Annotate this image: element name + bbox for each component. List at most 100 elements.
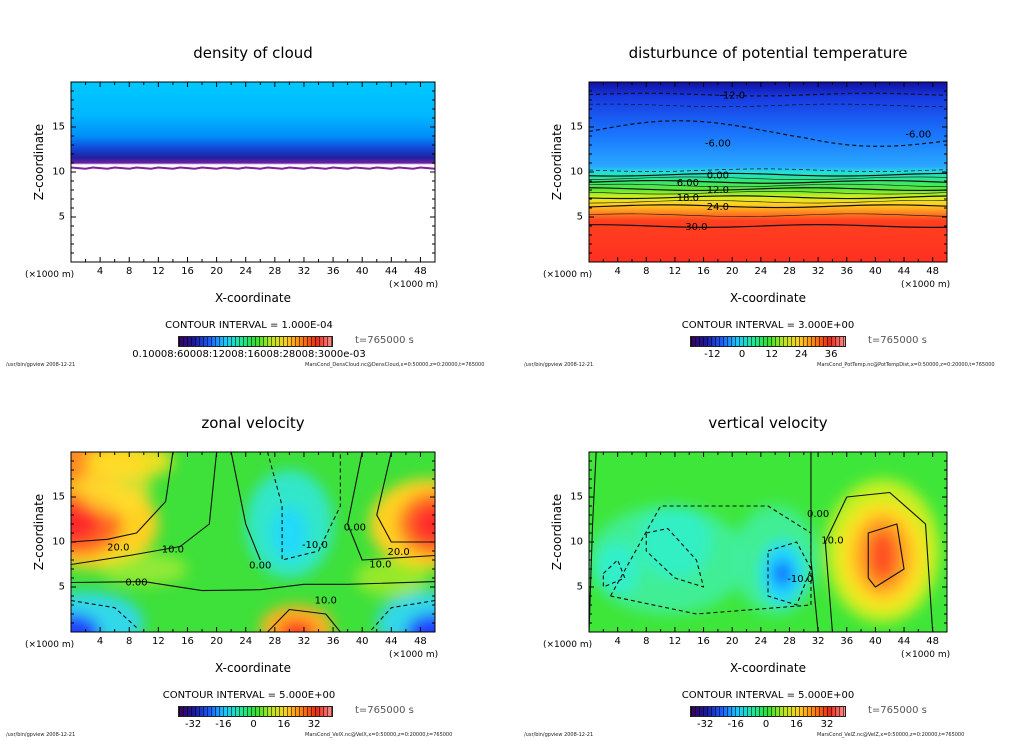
x-tick-label: 16 xyxy=(697,636,710,647)
contour-plot-area: 20.0 10.0 0.00 0.00 -10.0 0.00 20.0 10.0 10.0 xyxy=(70,451,436,633)
contour-label: 0.00 xyxy=(249,561,271,572)
field-feature xyxy=(260,605,334,632)
contour-line xyxy=(589,213,947,217)
field-feature xyxy=(354,560,428,596)
contour-label: 0.00 xyxy=(807,509,829,520)
x-tick-label: 12 xyxy=(668,266,682,277)
x-unit-label-right: (×1000 m) xyxy=(901,280,951,290)
contour-line xyxy=(589,120,947,147)
contour-line xyxy=(589,179,947,184)
z-tick-label: 15 xyxy=(52,491,65,503)
x-axis-label: X-coordinate xyxy=(215,661,291,675)
x-tick-label: 40 xyxy=(869,636,882,647)
x-axis-label: X-coordinate xyxy=(730,661,806,675)
colorbar-tick-label: 0.10008:60008:12008:16008:28008:3000e-03 xyxy=(132,349,366,360)
contour-line xyxy=(609,505,812,615)
x-unit-label: (×1000 m) xyxy=(543,640,593,650)
field-fill xyxy=(589,82,947,262)
contour-line xyxy=(767,541,812,606)
contour-line xyxy=(71,581,435,592)
footer-command: /usr/bin/gpview 2008-12-21 xyxy=(524,732,594,738)
chart-title: vertical velocity xyxy=(708,414,828,432)
z-tick-label: 15 xyxy=(570,491,583,503)
chart-title: disturbunce of potential temperature xyxy=(628,44,908,62)
x-tick-label: 40 xyxy=(869,266,882,277)
field-feature xyxy=(71,614,101,632)
x-tick-label: 24 xyxy=(754,636,768,647)
x-tick-label: 4 xyxy=(96,266,104,277)
z-tick-label: 5 xyxy=(576,581,583,593)
contour-label: 0.00 xyxy=(344,523,366,534)
contour-label: 20.0 xyxy=(387,547,409,558)
field-feature xyxy=(639,506,711,578)
x-tick-label: 16 xyxy=(181,636,194,647)
x-tick-label: 28 xyxy=(783,636,796,647)
z-tick-label: 15 xyxy=(570,121,583,133)
contour-label: -10.0 xyxy=(302,540,328,551)
colorbar xyxy=(690,336,846,347)
x-tick-label: 24 xyxy=(239,636,253,647)
time-label: t=765000 s xyxy=(355,705,414,716)
z-axis-label: Z-coordinate xyxy=(32,493,46,571)
z-tick-label: 10 xyxy=(570,536,583,548)
z-tick-label: 5 xyxy=(576,211,583,223)
contour-plot-area: 0.00 10.0 -10.0 xyxy=(588,451,948,633)
x-tick-label: 12 xyxy=(668,636,682,647)
contour-line xyxy=(645,527,705,588)
contour-line xyxy=(589,187,947,192)
contour-label: 10.0 xyxy=(821,535,843,546)
x-tick-label: 28 xyxy=(268,266,282,277)
field-feature xyxy=(596,542,640,596)
contour-interval-label: CONTOUR INTERVAL = 5.000E+00 xyxy=(162,690,336,701)
x-tick-label: 20 xyxy=(725,266,739,277)
contour-line xyxy=(267,608,341,632)
field-feature xyxy=(71,506,101,542)
z-tick-label: 5 xyxy=(58,581,65,593)
z-tick-label: 10 xyxy=(570,166,583,178)
contour-label: 12.0 xyxy=(707,185,729,196)
contour-line xyxy=(602,559,626,588)
contour-line xyxy=(589,200,947,204)
contour-label: 0.00 xyxy=(707,171,729,182)
footer-source: MarsCond_VelZ.nc@VelZ,x=0:50000,z=0:2000… xyxy=(817,732,965,738)
contour-label: 24.0 xyxy=(707,202,729,213)
colorbar xyxy=(178,336,333,347)
x-tick-label: 8 xyxy=(126,266,133,277)
contour-line xyxy=(230,452,261,561)
footer-command: /usr/bin/gpview 2008-12-21 xyxy=(6,732,76,738)
contour-line xyxy=(824,491,934,632)
contour-label: -12.0 xyxy=(719,91,745,102)
x-unit-label: (×1000 m) xyxy=(543,270,593,280)
contour-line xyxy=(71,452,218,566)
z-axis-label: Z-coordinate xyxy=(32,123,46,201)
colorbar-tick-label: 0 xyxy=(762,719,770,730)
contour-label: -10.0 xyxy=(787,574,813,585)
colorbar-tick-label: 0 xyxy=(738,349,746,360)
x-tick-label: 20 xyxy=(725,636,739,647)
contour-label: 0.00 xyxy=(125,578,147,589)
colorbar-tick-label: 32 xyxy=(307,719,321,730)
field-feature xyxy=(278,620,315,632)
colorbar-tick-label: 16 xyxy=(790,719,803,730)
x-tick-label: 44 xyxy=(384,266,398,277)
field-feature xyxy=(405,614,435,632)
contour-line xyxy=(71,599,137,628)
contour-label: -6.00 xyxy=(705,138,731,149)
contour-label: 10.0 xyxy=(315,596,337,607)
colorbar-tick-label: -16 xyxy=(727,719,744,730)
contour-label: 30.0 xyxy=(685,222,707,233)
contour-line xyxy=(376,452,435,543)
contour-line xyxy=(589,191,947,195)
x-tick-label: 8 xyxy=(643,266,650,277)
colorbar-tick-label: 0 xyxy=(250,719,257,730)
x-tick-label: 36 xyxy=(326,266,340,277)
contour-line xyxy=(589,103,947,108)
x-tick-label: 36 xyxy=(840,636,854,647)
contour-line xyxy=(589,92,947,97)
x-tick-label: 24 xyxy=(754,266,768,277)
contour-label: 10.0 xyxy=(162,544,184,555)
contour-line xyxy=(589,183,947,188)
contour-line xyxy=(347,452,435,561)
contour-line xyxy=(589,204,947,209)
x-tick-label: 48 xyxy=(926,266,940,277)
